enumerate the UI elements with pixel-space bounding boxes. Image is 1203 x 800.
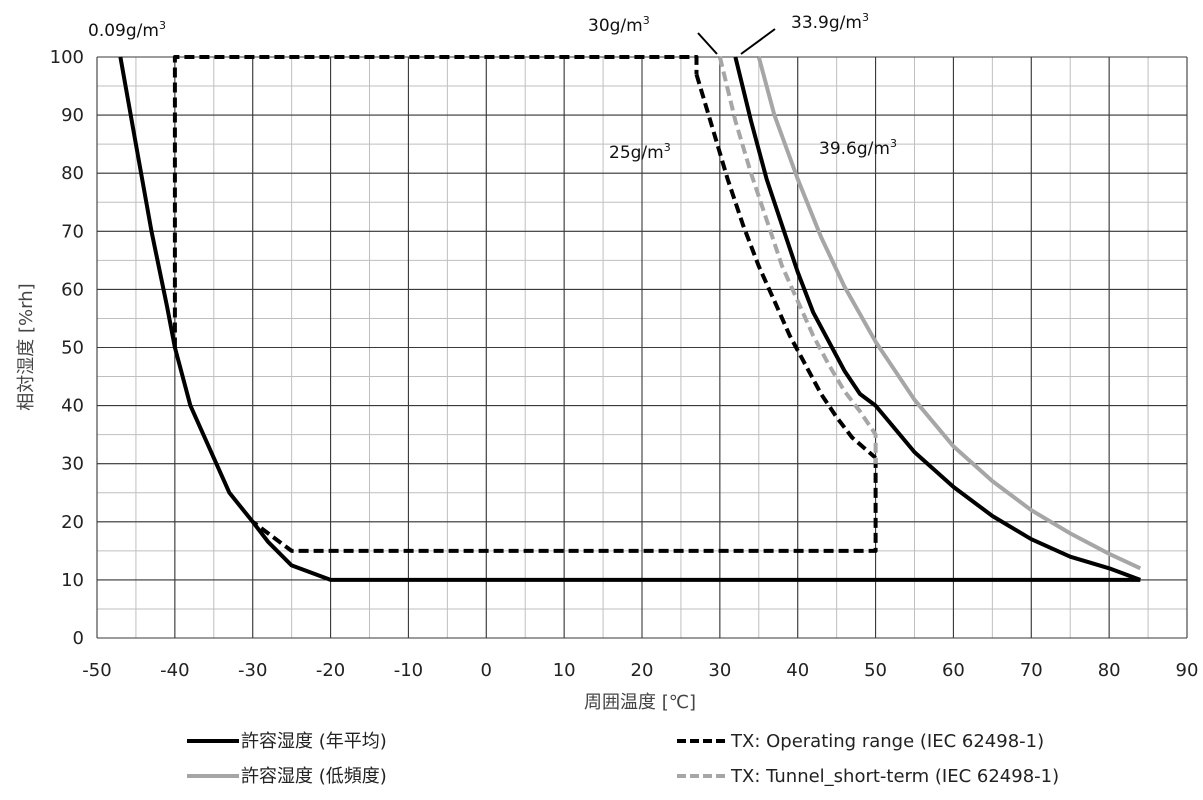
series-line-4 — [694, 73, 877, 460]
annotation-label: 30g/m3 — [588, 14, 650, 36]
x-tick-label: 70 — [1020, 660, 1043, 681]
y-tick-label: 20 — [61, 512, 84, 533]
y-tick-label: 80 — [61, 163, 84, 184]
x-tick-label: -50 — [82, 660, 111, 681]
leader-line — [697, 32, 718, 55]
annotations: 0.09g/m3 30g/m3 33.9g/m3 25g/m3 39.6g/m3 — [88, 11, 897, 163]
series-line-6 — [717, 56, 878, 464]
x-tick-label: 90 — [1176, 660, 1199, 681]
annotation-label: 25g/m3 — [609, 141, 671, 163]
x-tick-label: -30 — [238, 660, 267, 681]
x-tick-label: -40 — [160, 660, 189, 681]
y-tick-label: 60 — [61, 279, 84, 300]
grid-major — [96, 56, 1188, 639]
series-layer — [118, 55, 1142, 582]
annotation-label: 0.09g/m3 — [88, 19, 166, 41]
annotation-label: 33.9g/m3 — [791, 11, 869, 33]
x-tick-label: 0 — [481, 660, 492, 681]
series-line-0 — [118, 56, 1141, 582]
y-tick-label: 30 — [61, 454, 84, 475]
x-tick-label: 80 — [1098, 660, 1121, 681]
y-tick-label: 10 — [61, 570, 84, 591]
annotation-label: 39.6g/m3 — [819, 137, 897, 159]
x-tick-label: 60 — [942, 660, 965, 681]
x-tick-label: 40 — [786, 660, 809, 681]
legend-label: 許容湿度 (低頻度) — [241, 766, 387, 787]
legend: 許容湿度 (年平均) TX: Operating range (IEC 62498… — [187, 731, 1059, 787]
legend-label: TX: Operating range (IEC 62498-1) — [730, 731, 1044, 752]
y-tick-label: 40 — [61, 396, 84, 417]
y-tick-label: 100 — [50, 47, 84, 68]
leader-line — [740, 28, 776, 55]
y-axis-title: 相対湿度 [%rh] — [16, 283, 37, 410]
y-tick-label: 50 — [61, 338, 84, 359]
y-tick-labels: 0 10 20 30 40 50 60 70 80 90 100 — [50, 47, 84, 649]
y-tick-label: 0 — [73, 628, 84, 649]
legend-label: 許容湿度 (年平均) — [241, 731, 387, 752]
x-tick-label: 10 — [553, 660, 576, 681]
x-axis-title: 周囲温度 [℃] — [584, 692, 696, 713]
y-tick-label: 70 — [61, 221, 84, 242]
series-line-5 — [251, 457, 878, 553]
x-tick-labels: -50 -40 -30 -20 -10 0 10 20 30 40 50 60 70 80 90 — [82, 660, 1198, 681]
series-line-2 — [756, 56, 1142, 571]
x-tick-label: -10 — [394, 660, 423, 681]
x-tick-label: 30 — [708, 660, 731, 681]
series-line-1 — [733, 56, 1141, 582]
annotation-leader-lines — [697, 28, 776, 55]
x-tick-label: 50 — [864, 660, 887, 681]
y-tick-label: 90 — [61, 105, 84, 126]
legend-label: TX: Tunnel_short-term (IEC 62498-1) — [730, 766, 1059, 787]
x-tick-label: 20 — [631, 660, 654, 681]
x-tick-label: -20 — [316, 660, 345, 681]
